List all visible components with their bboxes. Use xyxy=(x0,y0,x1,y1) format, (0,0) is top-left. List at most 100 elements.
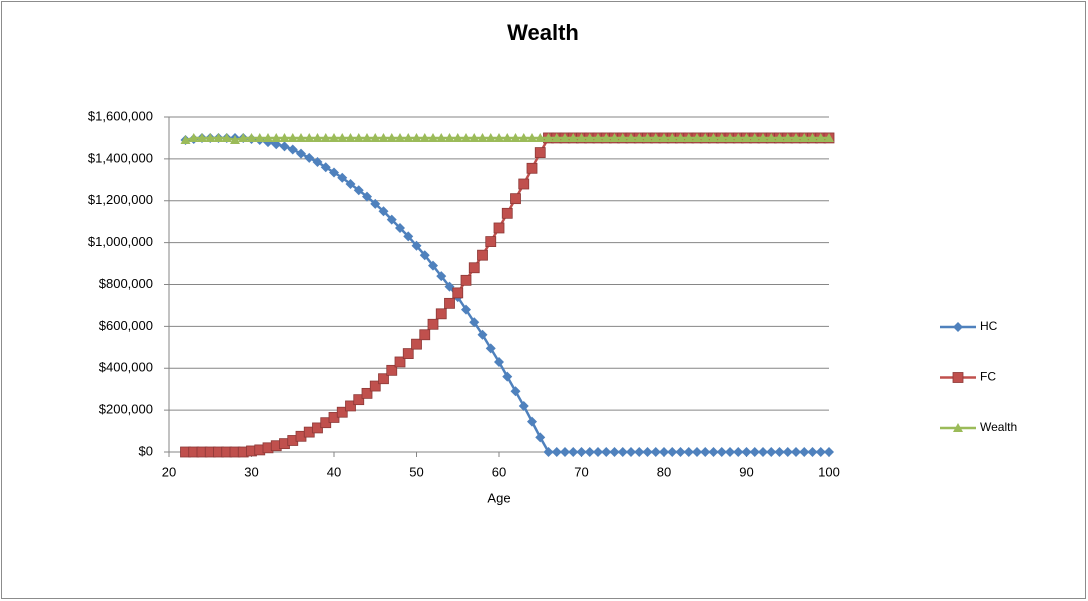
data-point xyxy=(675,447,686,457)
legend-label: HC xyxy=(980,319,998,333)
data-point xyxy=(510,386,521,397)
data-point xyxy=(683,447,694,457)
data-point xyxy=(601,447,612,457)
data-point xyxy=(378,206,389,217)
data-point xyxy=(692,447,702,457)
data-point xyxy=(485,343,496,354)
data-point xyxy=(402,348,414,359)
legend-label: FC xyxy=(980,370,996,384)
data-point xyxy=(518,178,530,190)
data-point xyxy=(353,132,364,142)
data-point xyxy=(626,447,636,457)
data-point xyxy=(824,447,834,457)
data-point xyxy=(493,222,505,234)
data-point xyxy=(238,132,249,142)
x-tick-label: 60 xyxy=(492,464,506,479)
data-point xyxy=(791,132,801,142)
data-point xyxy=(716,447,727,457)
y-tick-label: $600,000 xyxy=(99,318,153,333)
data-point xyxy=(741,132,752,142)
y-tick-label: $200,000 xyxy=(99,402,153,417)
data-point xyxy=(650,447,661,457)
data-point xyxy=(535,432,546,443)
data-point xyxy=(419,329,431,341)
data-point xyxy=(378,132,389,142)
data-point xyxy=(329,167,339,178)
data-point xyxy=(758,447,768,457)
data-point xyxy=(353,185,364,196)
data-point xyxy=(287,144,298,155)
x-tick-label: 90 xyxy=(739,464,753,479)
data-point xyxy=(791,447,801,457)
data-point xyxy=(617,447,628,457)
data-point xyxy=(370,132,381,142)
data-point xyxy=(518,400,529,411)
data-point xyxy=(535,132,546,142)
y-tick-label: $800,000 xyxy=(99,276,153,291)
data-point xyxy=(634,132,645,142)
data-point xyxy=(419,132,430,142)
data-point xyxy=(460,274,472,286)
data-point xyxy=(428,260,438,271)
data-point xyxy=(782,132,793,142)
y-tick-label: $1,200,000 xyxy=(88,192,153,207)
data-point xyxy=(782,447,793,457)
data-point xyxy=(683,132,694,142)
data-point xyxy=(815,132,826,142)
data-point xyxy=(807,447,818,457)
x-tick-label: 80 xyxy=(657,464,671,479)
data-point xyxy=(708,447,719,457)
data-point xyxy=(749,447,760,457)
x-tick-label: 50 xyxy=(409,464,423,479)
data-point xyxy=(386,364,398,376)
data-point xyxy=(353,394,365,406)
data-point xyxy=(749,132,760,142)
data-point xyxy=(444,132,455,142)
data-point xyxy=(758,132,768,142)
data-point xyxy=(188,132,199,142)
data-point xyxy=(543,447,554,457)
x-tick-label: 100 xyxy=(818,464,840,479)
x-tick-label: 30 xyxy=(244,464,258,479)
data-point xyxy=(626,132,636,142)
y-tick-label: $400,000 xyxy=(99,360,153,375)
data-point xyxy=(444,297,455,309)
data-point xyxy=(469,317,480,328)
data-point xyxy=(345,400,356,412)
data-point xyxy=(436,271,447,282)
data-point xyxy=(468,262,480,274)
data-point xyxy=(576,447,587,457)
data-point xyxy=(725,447,735,457)
data-point xyxy=(799,447,810,457)
data-point xyxy=(386,132,397,142)
data-point xyxy=(386,214,397,225)
data-point xyxy=(700,447,711,457)
data-point xyxy=(766,132,777,142)
data-point xyxy=(370,198,381,209)
x-tick-label: 40 xyxy=(327,464,341,479)
data-point xyxy=(510,193,521,205)
data-point xyxy=(716,132,727,142)
data-point xyxy=(733,132,744,142)
data-point xyxy=(518,132,529,142)
data-point xyxy=(692,132,702,142)
data-point xyxy=(213,132,224,142)
data-point xyxy=(502,132,513,142)
data-point xyxy=(593,132,603,142)
data-point xyxy=(584,447,595,457)
legend-marker xyxy=(953,322,963,332)
data-point xyxy=(312,157,323,168)
data-point xyxy=(336,406,348,418)
data-point xyxy=(501,207,513,219)
data-point xyxy=(642,132,653,142)
data-point xyxy=(320,132,331,142)
data-point xyxy=(444,281,455,292)
data-point xyxy=(246,132,257,142)
data-point xyxy=(403,231,414,242)
data-point xyxy=(815,447,826,457)
data-point xyxy=(725,132,735,142)
data-point xyxy=(659,447,669,457)
data-point xyxy=(485,132,496,142)
data-point xyxy=(650,132,661,142)
